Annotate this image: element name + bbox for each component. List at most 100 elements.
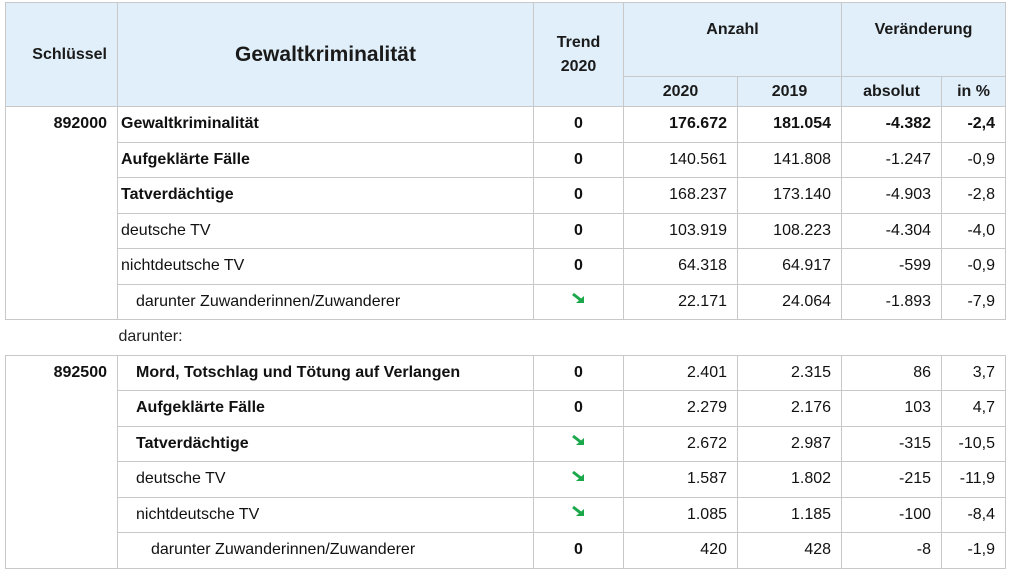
table-body: 892000 Gewaltkriminalität 0 176.672 181.054-… (5, 106, 1007, 569)
value-cell: 108.223 (736, 212, 843, 249)
data-row: darunter Zuwanderinnen/Zuwanderer 22.171 2… (6, 283, 1007, 320)
trend: 0 (533, 532, 624, 569)
row-label: Aufgeklärte Fälle (117, 141, 534, 178)
row-label: deutsche TV (117, 212, 534, 249)
value-cell: -1,9 (941, 532, 1007, 569)
row-label: darunter Zuwanderinnen/Zuwanderer (117, 283, 534, 320)
value-cell: -100 (841, 496, 943, 533)
key: 892500 (5, 354, 118, 569)
row-label: darunter Zuwanderinnen/Zuwanderer (117, 532, 534, 569)
subheader: 2020 (623, 76, 738, 107)
value-cell: 24.064 (736, 283, 843, 320)
value-cell: 168.237 (623, 177, 738, 214)
value-cell: -1.247 (841, 141, 943, 178)
crime-table: Schlüssel Gewaltkriminalität Trend 2020 A… (5, 2, 1007, 569)
trend (533, 425, 624, 462)
note: darunter: (5, 319, 1006, 356)
count-header: Anzahl (622, 2, 843, 77)
value-cell: -0,9 (941, 248, 1007, 285)
row-label: Aufgeklärte Fälle (117, 390, 534, 427)
data-row: Tatverdächtige 2.672 2.987 -315 -10,5 (6, 425, 1007, 462)
value-cell: 2.279 (623, 390, 738, 427)
value-cell: 1.085 (623, 496, 738, 533)
value-cell: 3,7 (941, 354, 1007, 391)
value-cell: 176.672 (623, 106, 738, 143)
row-label: nichtdeutsche TV (117, 248, 534, 285)
row-label: Tatverdächtige (117, 425, 534, 462)
value-cell: -315 (841, 425, 943, 462)
value-cell: 2.176 (736, 390, 843, 427)
trend: 0 (533, 177, 624, 214)
value-cell: 86 (841, 354, 943, 391)
key-header: Schlüssel (5, 2, 118, 107)
trend: 0 (533, 390, 624, 427)
row-label: Mord, Totschlag und Tötung auf Verlangen (117, 354, 534, 391)
trend (533, 461, 624, 498)
title-header: Gewaltkriminalität (117, 2, 534, 107)
value-cell: 141.808 (736, 141, 843, 178)
row-label: nichtdeutsche TV (117, 496, 534, 533)
row-label: deutsche TV (117, 461, 534, 498)
value-cell: -8,4 (941, 496, 1007, 533)
value-cell: 181.054 (736, 106, 843, 143)
value-cell: 64.318 (623, 248, 738, 285)
value-cell: -10,5 (941, 425, 1007, 462)
value-cell: 1.587 (623, 461, 738, 498)
trend-header-line: 2020 (560, 57, 597, 75)
value-cell: 140.561 (623, 141, 738, 178)
value-cell: 173.140 (736, 177, 843, 214)
value-cell: -599 (841, 248, 943, 285)
trend-down-arrow (571, 293, 584, 304)
value-cell: 64.917 (736, 248, 843, 285)
trend: 0 (533, 141, 624, 178)
data-row: nichtdeutsche TV 0 64.318 64.917 -599 -0,9 (6, 248, 1007, 285)
value-cell: 2.987 (736, 425, 843, 462)
data-row: Aufgeklärte Fälle 0 2.279 2.176 103 4,7 (6, 390, 1007, 427)
value-cell: -4.304 (841, 212, 943, 249)
trend-down-arrow (571, 470, 584, 481)
trend (533, 283, 624, 320)
value-cell: 2.401 (623, 354, 738, 391)
change-header: Veränderung (841, 2, 1007, 77)
value-cell: -4,0 (941, 212, 1007, 249)
data-row: 892000 Gewaltkriminalität 0 176.672 181.054-… (5, 106, 1007, 320)
value-cell: -2,4 (941, 106, 1007, 143)
trend: 0 (533, 106, 624, 143)
data-row: 892500 Mord, Totschlag und Tötung auf Ver… (5, 354, 1007, 569)
value-cell: 428 (736, 532, 843, 569)
value-cell: -4.903 (841, 177, 943, 214)
trend-header-line: Trend (556, 33, 601, 51)
key: 892000 (5, 106, 118, 320)
value-cell: 22.171 (623, 283, 738, 320)
value-cell: 1.185 (736, 496, 843, 533)
value-cell: -2,8 (941, 177, 1007, 214)
row-label: Gewaltkriminalität (117, 106, 534, 143)
value-cell: -0,9 (941, 141, 1007, 178)
value-cell: 103.919 (623, 212, 738, 249)
value-cell: 103 (841, 390, 943, 427)
note-row: darunter: (5, 319, 1006, 356)
data-row: Aufgeklärte Fälle 0 140.561 141.808 -1.247 -0… (6, 141, 1007, 178)
subheader: absolut (841, 76, 943, 107)
trend-header: Trend 2020 (533, 2, 624, 107)
value-cell: -1.893 (841, 283, 943, 320)
data-row: darunter Zuwanderinnen/Zuwanderer 0 420 428… (6, 532, 1007, 569)
page: Schlüssel Gewaltkriminalität Trend 2020 A… (5, 2, 1007, 569)
value-cell: -8 (841, 532, 943, 569)
value-cell: -11,9 (941, 461, 1007, 498)
value-cell: -215 (841, 461, 943, 498)
value-cell: 2.315 (736, 354, 843, 391)
data-row: deutsche TV 0 103.919 108.223 -4.304 -4,0 (6, 212, 1007, 249)
value-cell: -4.382 (841, 106, 943, 143)
trend: 0 (533, 212, 624, 249)
value-cell: 2.672 (623, 425, 738, 462)
subheader: 2019 (736, 76, 843, 107)
trend: 0 (533, 354, 624, 391)
row-label: Tatverdächtige (117, 177, 534, 214)
value-cell: 4,7 (941, 390, 1007, 427)
value-cell: -7,9 (941, 283, 1007, 320)
trend-down-arrow (571, 506, 584, 517)
trend-down-arrow (571, 435, 584, 446)
data-row: nichtdeutsche TV 1.085 1.185 -100 -8,4 (6, 496, 1007, 533)
trend: 0 (533, 248, 624, 285)
